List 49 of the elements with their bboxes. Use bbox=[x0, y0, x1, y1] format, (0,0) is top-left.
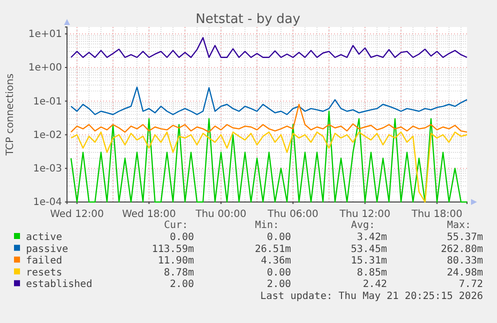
y-tick-label: 1e-03 bbox=[33, 164, 62, 175]
text: 15.31m bbox=[350, 256, 387, 267]
x-tick-label: Thu 06:00 bbox=[266, 209, 318, 220]
text: 7.72 bbox=[458, 279, 483, 290]
y-tick-label: 1e-01 bbox=[33, 96, 62, 108]
legend-label: resets bbox=[26, 267, 62, 278]
y-tick-label: 1e+01 bbox=[28, 29, 62, 40]
text: 2.42 bbox=[362, 279, 387, 290]
y-tick-label: 1e-04 bbox=[33, 197, 62, 208]
legend-label: active bbox=[26, 232, 62, 243]
text: 11.90m bbox=[158, 256, 194, 267]
x-tick-label: Thu 00:00 bbox=[194, 209, 246, 220]
text: 2.00 bbox=[170, 279, 194, 290]
line-series bbox=[70, 104, 468, 133]
text: 80.33m bbox=[446, 256, 483, 267]
text: Avg: bbox=[351, 220, 376, 232]
x-tick-label: Thu 18:00 bbox=[410, 209, 462, 220]
text: 24.98m bbox=[446, 267, 483, 278]
text: Cur: bbox=[164, 220, 188, 232]
text: 26.51m bbox=[254, 244, 291, 255]
legend-label: failed bbox=[26, 256, 62, 267]
text: 53.45m bbox=[350, 244, 387, 255]
y-axis-title: TCP connections bbox=[5, 73, 16, 157]
text: 55.37m bbox=[446, 232, 483, 243]
line-series bbox=[70, 86, 468, 116]
text: Min: bbox=[255, 220, 280, 232]
text: 2.00 bbox=[266, 279, 291, 290]
text: Max: bbox=[447, 220, 472, 232]
text: 4.36m bbox=[260, 256, 291, 267]
y-tick-label: 1e-02 bbox=[33, 130, 62, 141]
x-tick-label: Wed 12:00 bbox=[50, 209, 104, 220]
text: 8.78m bbox=[164, 267, 194, 278]
x-tick-label: Thu 12:00 bbox=[338, 209, 390, 220]
legend-label: established bbox=[26, 279, 92, 290]
text: 262.80m bbox=[440, 244, 483, 255]
line-series bbox=[70, 37, 468, 58]
text: Last update: Thu May 21 20:25:15 2026 bbox=[260, 291, 483, 302]
legend-label: passive bbox=[26, 244, 68, 255]
y-tick-label: 1e+00 bbox=[28, 62, 62, 74]
line-series bbox=[70, 131, 468, 203]
line-series bbox=[70, 110, 468, 203]
x-tick-label: Wed 18:00 bbox=[122, 209, 176, 220]
text: 0.00 bbox=[266, 232, 291, 243]
text: 0.00 bbox=[266, 267, 291, 278]
text: 8.85m bbox=[356, 267, 387, 278]
text: 3.42m bbox=[356, 232, 387, 243]
text: 0.00 bbox=[170, 232, 194, 243]
text: 113.59m bbox=[152, 244, 194, 255]
chart-title: Netstat - by day bbox=[196, 12, 301, 27]
